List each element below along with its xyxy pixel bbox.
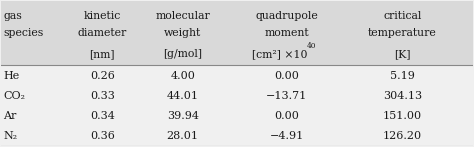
- Text: [K]: [K]: [394, 49, 410, 59]
- Text: species: species: [3, 29, 43, 39]
- Text: weight: weight: [164, 29, 201, 39]
- Text: 5.19: 5.19: [390, 71, 415, 81]
- Text: 0.34: 0.34: [90, 111, 115, 121]
- Text: quadrupole: quadrupole: [255, 11, 318, 21]
- Text: molecular: molecular: [155, 11, 210, 21]
- Text: gas: gas: [3, 11, 22, 21]
- Text: 304.13: 304.13: [383, 91, 422, 101]
- Text: critical: critical: [383, 11, 421, 21]
- Text: [cm²] ×10: [cm²] ×10: [252, 49, 307, 59]
- Text: 0.36: 0.36: [90, 131, 115, 141]
- Text: 0.33: 0.33: [90, 91, 115, 101]
- Text: He: He: [3, 71, 19, 81]
- Text: 126.20: 126.20: [383, 131, 422, 141]
- Text: Ar: Ar: [3, 111, 17, 121]
- Text: −13.71: −13.71: [266, 91, 307, 101]
- Text: 28.01: 28.01: [167, 131, 199, 141]
- Text: CO₂: CO₂: [3, 91, 25, 101]
- Text: −4.91: −4.91: [270, 131, 304, 141]
- Text: 0.26: 0.26: [90, 71, 115, 81]
- Text: 0.00: 0.00: [274, 111, 299, 121]
- Text: N₂: N₂: [3, 131, 17, 141]
- Text: kinetic: kinetic: [84, 11, 121, 21]
- Text: 39.94: 39.94: [167, 111, 199, 121]
- Text: 0.00: 0.00: [274, 71, 299, 81]
- Text: 4.00: 4.00: [170, 71, 195, 81]
- Text: moment: moment: [264, 29, 309, 39]
- Bar: [0, 1, 474, 66]
- Text: 44.01: 44.01: [167, 91, 199, 101]
- Text: 40: 40: [307, 42, 317, 50]
- Text: 151.00: 151.00: [383, 111, 422, 121]
- Text: [g/mol]: [g/mol]: [163, 49, 202, 59]
- Text: [nm]: [nm]: [90, 49, 115, 59]
- Text: temperature: temperature: [368, 29, 437, 39]
- Text: diameter: diameter: [78, 29, 127, 39]
